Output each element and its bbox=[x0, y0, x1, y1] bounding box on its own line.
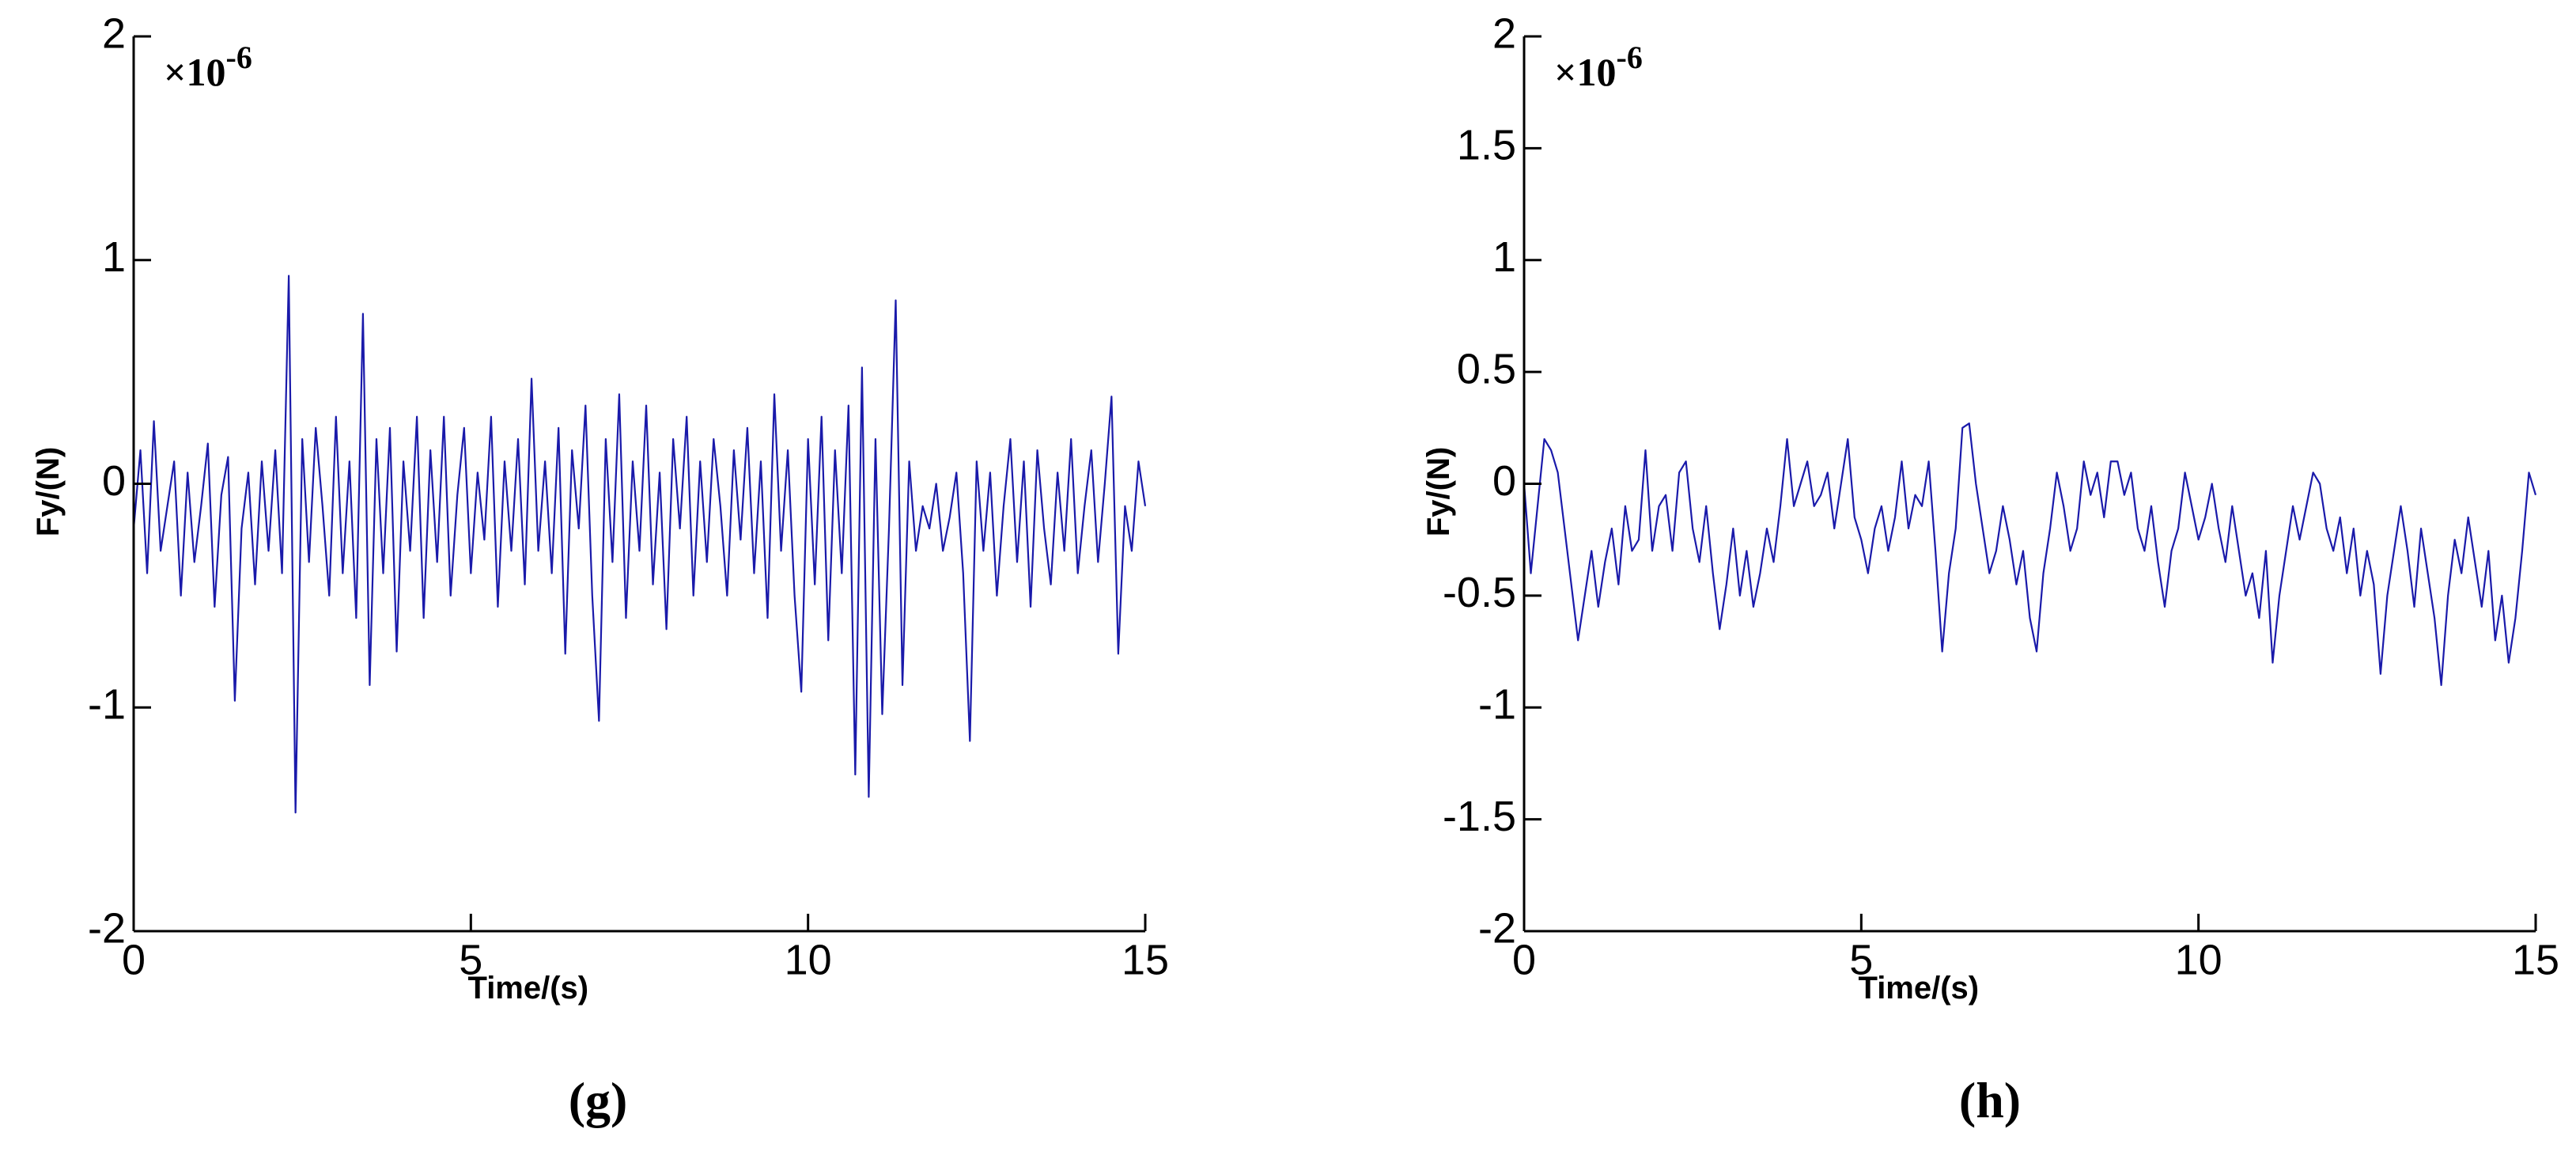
axis-multiplier: ×10-6 bbox=[1554, 40, 1643, 94]
x-axis-title: Time/(s) bbox=[1858, 971, 1979, 1006]
y-tick-label: 0 bbox=[102, 457, 126, 505]
data-line bbox=[132, 275, 1147, 814]
x-tick-label: 5 bbox=[459, 936, 482, 983]
y-tick-label: 1.5 bbox=[1457, 122, 1516, 169]
x-tick-label: 15 bbox=[2512, 936, 2559, 983]
y-tick-label: 1 bbox=[1492, 233, 1516, 281]
x-tick-label: 0 bbox=[122, 936, 146, 983]
y-tick-label: -2 bbox=[88, 904, 126, 952]
y-tick-label: -1 bbox=[88, 681, 126, 729]
x-tick-label: 5 bbox=[1849, 936, 1873, 983]
multiplier-exponent: -6 bbox=[1617, 40, 1643, 75]
y-tick-label: 0 bbox=[1492, 457, 1516, 505]
x-axis-title: Time/(s) bbox=[467, 971, 588, 1006]
x-tick-label: 15 bbox=[1122, 936, 1169, 983]
x-tick-label: 10 bbox=[2175, 936, 2222, 983]
y-tick-label: -1.5 bbox=[1443, 793, 1516, 840]
y-tick-label: 2 bbox=[102, 9, 126, 57]
multiplier-base: ×10 bbox=[164, 50, 226, 94]
y-tick-label: 0.5 bbox=[1457, 345, 1516, 392]
axis-multiplier: ×10-6 bbox=[164, 40, 252, 94]
y-tick-label: 1 bbox=[102, 233, 126, 281]
panel-caption: (g) bbox=[569, 1072, 628, 1128]
y-tick-label: -1 bbox=[1478, 681, 1516, 729]
x-tick-label: 0 bbox=[1512, 936, 1536, 983]
y-axis-title: Fy/(N) bbox=[31, 447, 66, 536]
y-tick-label: 2 bbox=[1492, 9, 1516, 57]
multiplier-base: ×10 bbox=[1554, 50, 1617, 94]
multiplier-exponent: -6 bbox=[226, 40, 252, 75]
y-tick-label: -2 bbox=[1478, 904, 1516, 952]
y-tick-label: -0.5 bbox=[1443, 569, 1516, 616]
y-axis-title: Fy/(N) bbox=[1421, 447, 1456, 536]
x-tick-label: 10 bbox=[785, 936, 832, 983]
data-line bbox=[1523, 422, 2537, 687]
panel-caption: (h) bbox=[1959, 1072, 2021, 1128]
